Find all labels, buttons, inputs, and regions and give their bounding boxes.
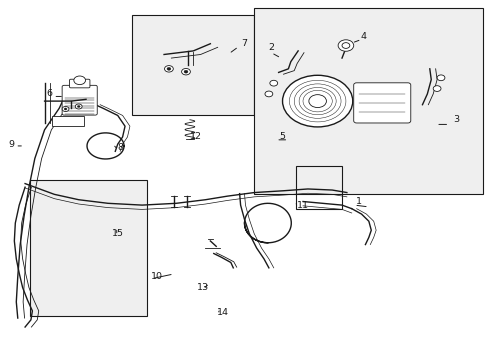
Circle shape [299,87,335,115]
Circle shape [308,95,326,108]
Text: 4: 4 [360,32,366,41]
Text: 11: 11 [296,201,308,210]
Text: 9: 9 [8,140,14,149]
Circle shape [341,42,349,48]
Circle shape [432,86,440,91]
Bar [295,166,341,209]
Text: 5: 5 [279,132,285,141]
Bar [52,116,83,126]
Text: 7: 7 [241,39,247,48]
Circle shape [181,68,190,75]
Circle shape [282,75,352,127]
Circle shape [337,40,353,51]
FancyBboxPatch shape [62,85,97,115]
Text: 15: 15 [111,229,123,238]
Text: 3: 3 [453,114,459,123]
Circle shape [183,70,187,73]
Circle shape [303,90,331,112]
Bar [254,8,483,194]
Circle shape [62,107,69,112]
Text: 13: 13 [197,283,209,292]
Text: 12: 12 [189,132,202,141]
Bar [30,180,147,316]
Circle shape [294,84,340,118]
Text: 10: 10 [150,272,163,281]
Text: 1: 1 [355,197,361,206]
Bar [132,15,254,116]
Text: 8: 8 [117,143,123,152]
Circle shape [77,105,80,108]
Circle shape [166,67,170,70]
FancyBboxPatch shape [353,83,410,123]
Text: 2: 2 [268,43,274,52]
Circle shape [74,76,85,85]
Text: 6: 6 [46,89,52,98]
Text: 14: 14 [216,308,228,317]
Circle shape [264,91,272,97]
FancyBboxPatch shape [69,79,90,88]
Circle shape [64,108,67,110]
Circle shape [289,80,345,122]
Circle shape [164,66,173,72]
Circle shape [75,104,82,109]
Circle shape [436,75,444,81]
Circle shape [269,80,277,86]
